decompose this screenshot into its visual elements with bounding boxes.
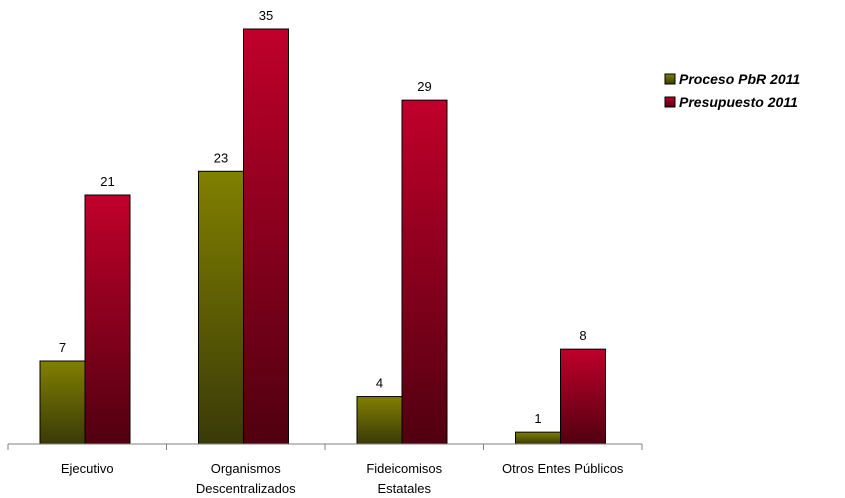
value-label: 1	[534, 411, 541, 426]
legend-swatch	[664, 73, 676, 85]
category-label: Fideicomisos Estatales	[366, 461, 442, 496]
category-label: Ejecutivo	[61, 461, 114, 476]
legend-label: Proceso PbR 2011	[679, 71, 800, 87]
category-label: Organismos Descentralizados	[196, 461, 296, 496]
category-labels-layer: Ejecutivo Organismos Descentralizados Fidei…	[61, 461, 624, 496]
bar-presupuesto-3	[560, 348, 606, 445]
legend-swatch	[664, 96, 676, 108]
bar-proceso-2	[356, 396, 403, 445]
value-label: 21	[100, 174, 114, 189]
value-labels-layer: 7 21 23 35 4 29 1 8	[59, 8, 587, 426]
value-label: 7	[59, 340, 66, 355]
bar-proceso-0	[39, 360, 86, 445]
bar-proceso-3	[515, 431, 561, 445]
value-label: 29	[417, 79, 431, 94]
x-axis-ticks	[7, 444, 643, 450]
bar-proceso-1	[198, 170, 244, 445]
legend-label: Presupuesto 2011	[679, 94, 798, 110]
bar-presupuesto-0	[84, 194, 131, 445]
category-label: Otros Entes Públicos	[502, 461, 624, 476]
value-label: 4	[376, 376, 383, 391]
bars-layer	[39, 28, 606, 445]
value-label: 23	[214, 150, 228, 165]
bar-presupuesto-1	[243, 28, 289, 445]
value-label: 8	[579, 328, 586, 343]
value-label: 35	[259, 8, 273, 23]
bar-presupuesto-2	[401, 99, 448, 445]
legend: Proceso PbR 2011 Presupuesto 2011	[664, 71, 800, 110]
